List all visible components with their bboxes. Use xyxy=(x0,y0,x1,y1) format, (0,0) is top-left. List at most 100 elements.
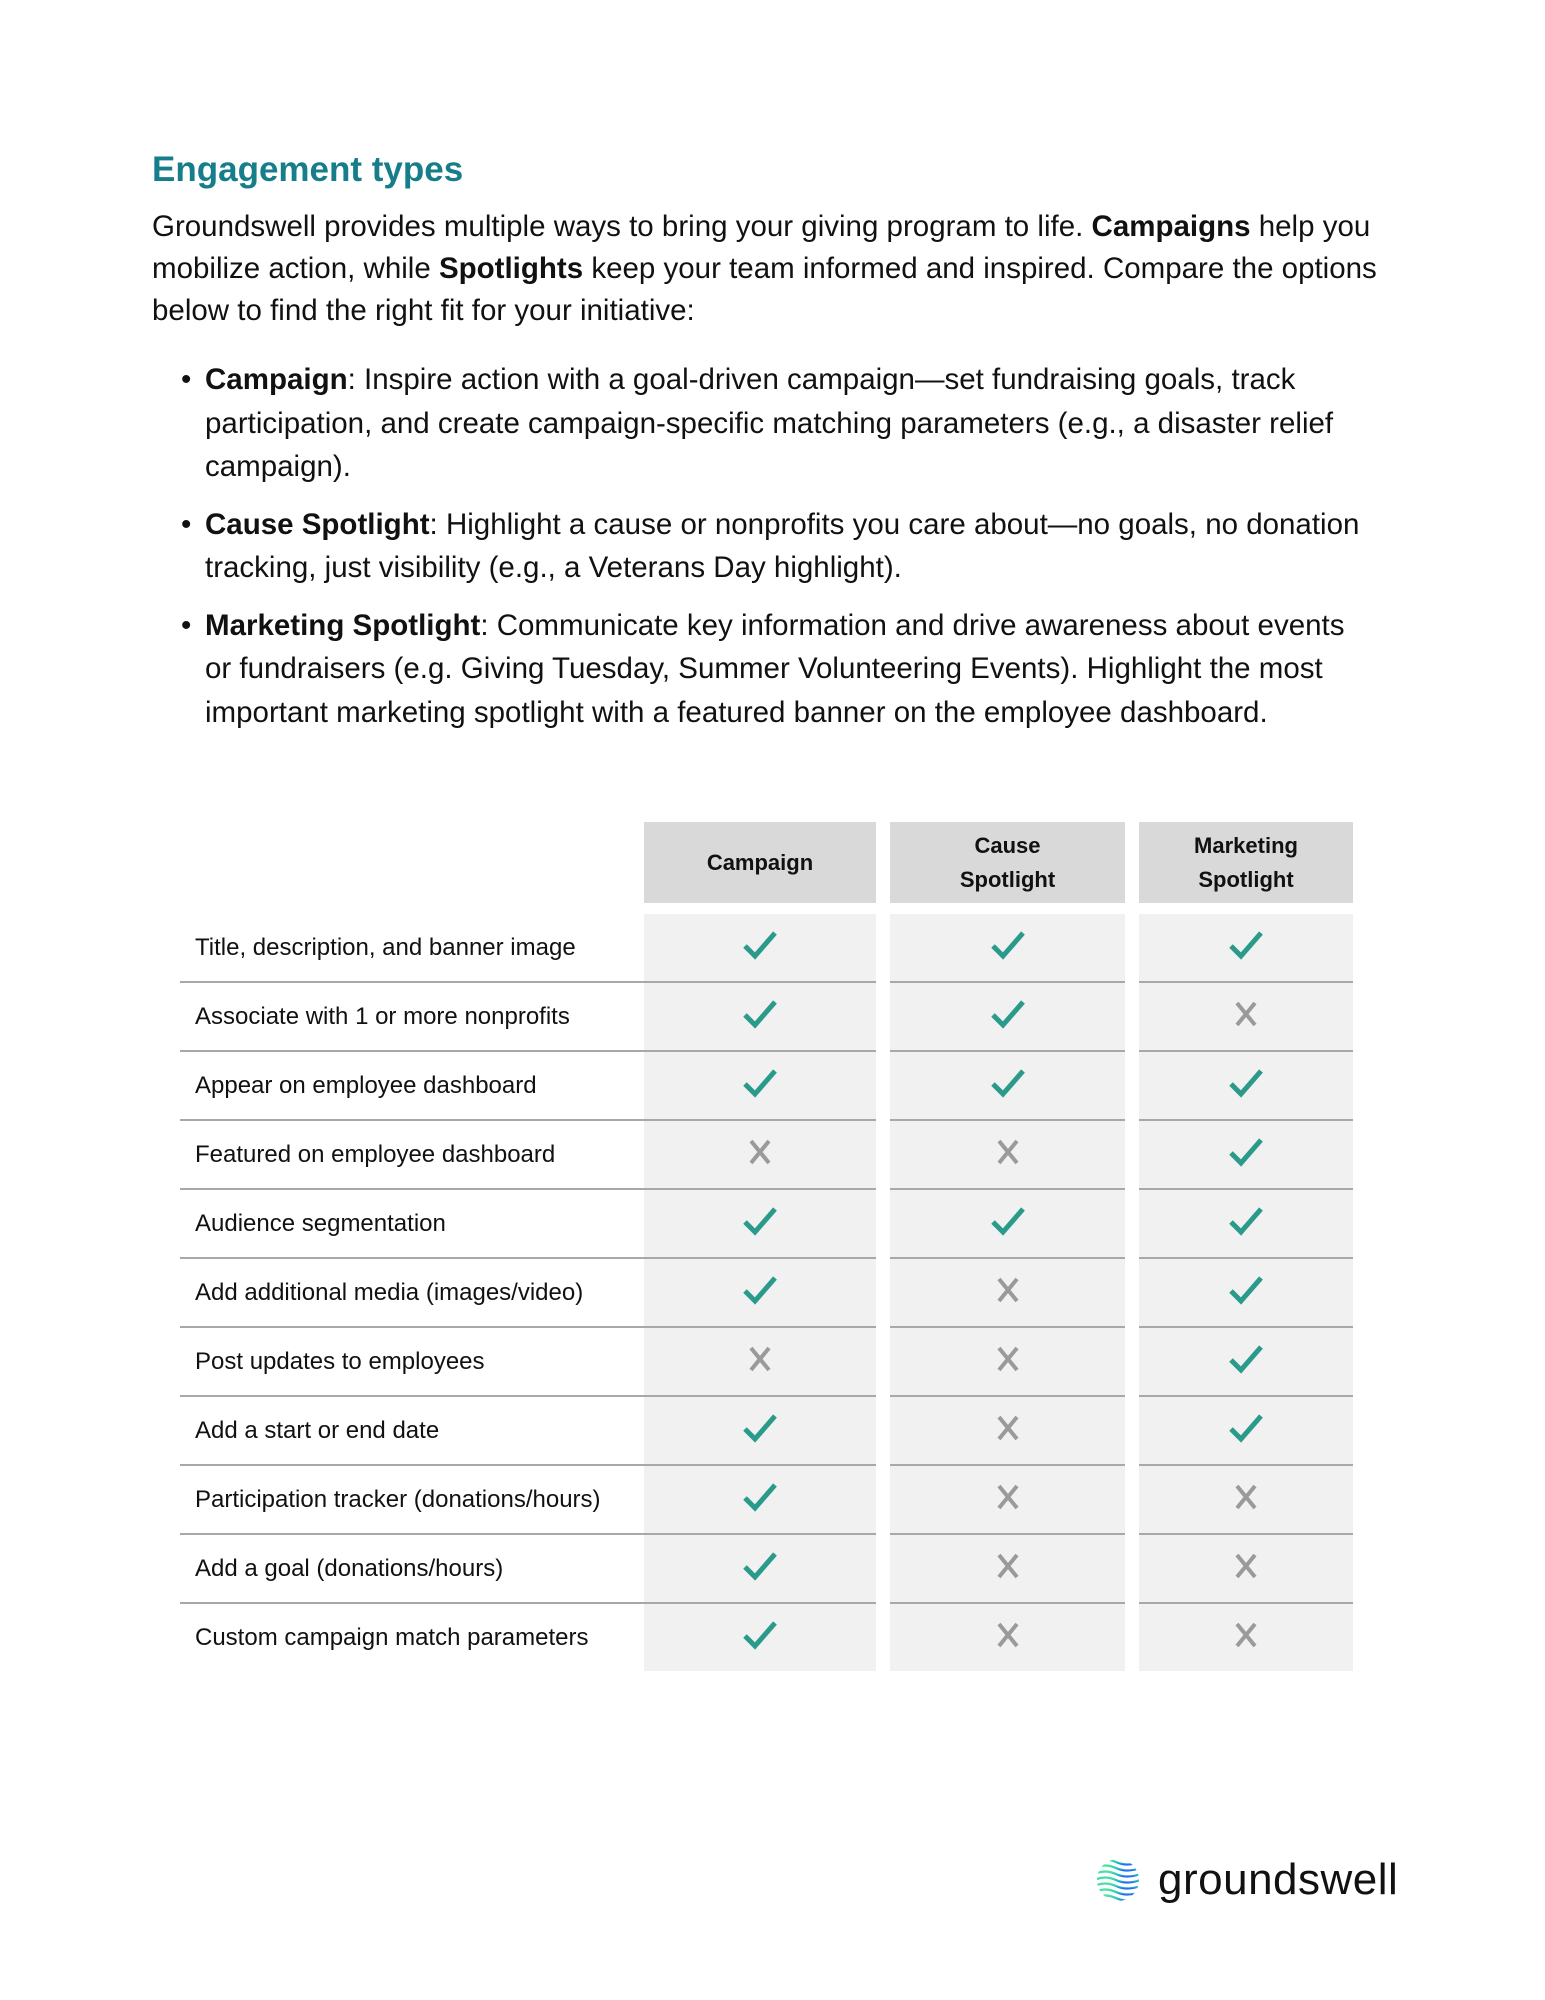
column-header: Cause Spotlight xyxy=(890,822,1125,903)
check-icon xyxy=(743,1069,777,1098)
feature-cell xyxy=(644,1466,876,1535)
x-icon xyxy=(1235,1001,1257,1027)
column-gap xyxy=(876,1190,890,1259)
feature-label: Custom campaign match parameters xyxy=(195,1623,589,1651)
column-header-line: Spotlight xyxy=(959,866,1056,892)
check-icon xyxy=(743,1483,777,1512)
column-gap xyxy=(1125,1190,1139,1259)
feature-cell xyxy=(890,1259,1125,1328)
feature-label: Add additional media (images/video) xyxy=(180,1259,644,1328)
x-icon xyxy=(996,1346,1019,1372)
column-gap xyxy=(876,1535,890,1604)
x-icon xyxy=(1235,1484,1257,1510)
feature-label: Associate with 1 or more nonprofits xyxy=(180,983,644,1052)
feature-cell xyxy=(890,1121,1125,1190)
x-icon xyxy=(749,1139,771,1165)
feature-label: Featured on employee dashboard xyxy=(180,1121,644,1190)
bullet-dot: • xyxy=(181,507,192,541)
column-gap xyxy=(876,1121,890,1190)
feature-cell xyxy=(644,1397,876,1466)
table-row: Associate with 1 or more nonprofits xyxy=(180,983,1353,1052)
column-gap xyxy=(876,1052,890,1121)
column-gap xyxy=(876,1604,890,1671)
feature-label: Post updates to employees xyxy=(180,1328,644,1397)
feature-cell xyxy=(890,1328,1125,1397)
bullet-dot: • xyxy=(181,608,192,642)
x-icon xyxy=(996,1139,1019,1165)
feature-cell xyxy=(644,983,876,1052)
table-row: Title, description, and banner image xyxy=(180,914,1353,983)
check-icon xyxy=(743,1000,777,1029)
check-icon xyxy=(1229,1276,1263,1305)
feature-label: Add a goal (donations/hours) xyxy=(180,1535,644,1604)
x-icon xyxy=(1235,1553,1257,1579)
engagement-type-list: • Campaign: Inspire action with a goal-dr… xyxy=(181,358,1375,748)
column-header-line: Cause xyxy=(974,832,1041,858)
column-gap xyxy=(876,1466,890,1535)
column-header-line: Marketing xyxy=(1194,832,1298,858)
table-row: Audience segmentation xyxy=(180,1190,1353,1259)
groundswell-wave-icon xyxy=(1097,1859,1139,1901)
check-icon xyxy=(990,1207,1025,1236)
table-row: Featured on employee dashboard xyxy=(180,1121,1353,1190)
feature-cell xyxy=(644,1190,876,1259)
feature-cell xyxy=(890,1604,1125,1671)
bullet-term: Campaign xyxy=(205,363,348,396)
table-row: Add a goal (donations/hours) xyxy=(180,1535,1353,1604)
feature-cell xyxy=(890,1397,1125,1466)
feature-label: Audience segmentation xyxy=(180,1190,644,1259)
feature-cell xyxy=(890,983,1125,1052)
column-gap xyxy=(1125,1604,1139,1671)
feature-cell xyxy=(1139,1397,1353,1466)
feature-cell xyxy=(890,1052,1125,1121)
check-icon xyxy=(1229,1138,1263,1167)
bullet-term: Marketing Spotlight xyxy=(205,608,481,642)
check-icon xyxy=(743,1621,777,1650)
intro-emphasis: Spotlights xyxy=(438,252,584,285)
column-gap xyxy=(876,983,890,1052)
feature-cell xyxy=(890,1190,1125,1259)
table-row: Post updates to employees xyxy=(180,1328,1353,1397)
feature-cell xyxy=(1139,1121,1353,1190)
feature-label: Title, description, and banner image xyxy=(180,914,644,983)
x-icon xyxy=(996,1484,1019,1510)
column-header: Campaign xyxy=(644,822,876,903)
table-row: Participation tracker (donations/hours) xyxy=(180,1466,1353,1535)
table-row: Custom campaign match parameters xyxy=(180,1604,1353,1671)
x-icon xyxy=(996,1622,1019,1648)
check-icon xyxy=(743,1552,777,1581)
feature-cell xyxy=(1139,1259,1353,1328)
feature-cell xyxy=(644,1604,876,1671)
intro-text: Groundswell provides multiple ways to br… xyxy=(152,210,1092,243)
feature-cell xyxy=(644,1328,876,1397)
header-blank xyxy=(180,822,644,903)
feature-label: Add a start or end date xyxy=(180,1397,644,1466)
feature-cell xyxy=(1139,1328,1353,1397)
column-gap xyxy=(1125,1466,1139,1535)
table-row: Appear on employee dashboard xyxy=(180,1052,1353,1121)
feature-cell xyxy=(644,1052,876,1121)
feature-cell xyxy=(644,1121,876,1190)
column-header-line: Spotlight xyxy=(1198,866,1294,892)
check-icon xyxy=(743,1207,777,1236)
x-icon xyxy=(1235,1622,1257,1648)
check-icon xyxy=(743,1414,777,1443)
bullet-dot: • xyxy=(181,363,192,396)
x-icon xyxy=(996,1553,1019,1579)
bullet-text: : Inspire action with a goal-driven camp… xyxy=(205,363,1334,483)
column-gap xyxy=(1125,983,1139,1052)
check-icon xyxy=(1229,1207,1263,1236)
column-gap xyxy=(1125,1121,1139,1190)
feature-cell xyxy=(1139,1466,1353,1535)
table-row: Add additional media (images/video) xyxy=(180,1259,1353,1328)
column-gap xyxy=(1125,914,1139,983)
check-icon xyxy=(990,1000,1025,1029)
column-gap xyxy=(876,914,890,983)
feature-label: Participation tracker (donations/hours) xyxy=(180,1466,644,1535)
check-icon xyxy=(1229,1069,1263,1098)
bullet-item: • Cause Spotlight: Highlight a cause or n… xyxy=(181,503,1375,590)
page-title: Engagement types xyxy=(152,150,464,189)
intro-text: keep your team informed and inspired. Co… xyxy=(152,252,1377,327)
feature-cell xyxy=(890,1535,1125,1604)
feature-cell xyxy=(644,1259,876,1328)
